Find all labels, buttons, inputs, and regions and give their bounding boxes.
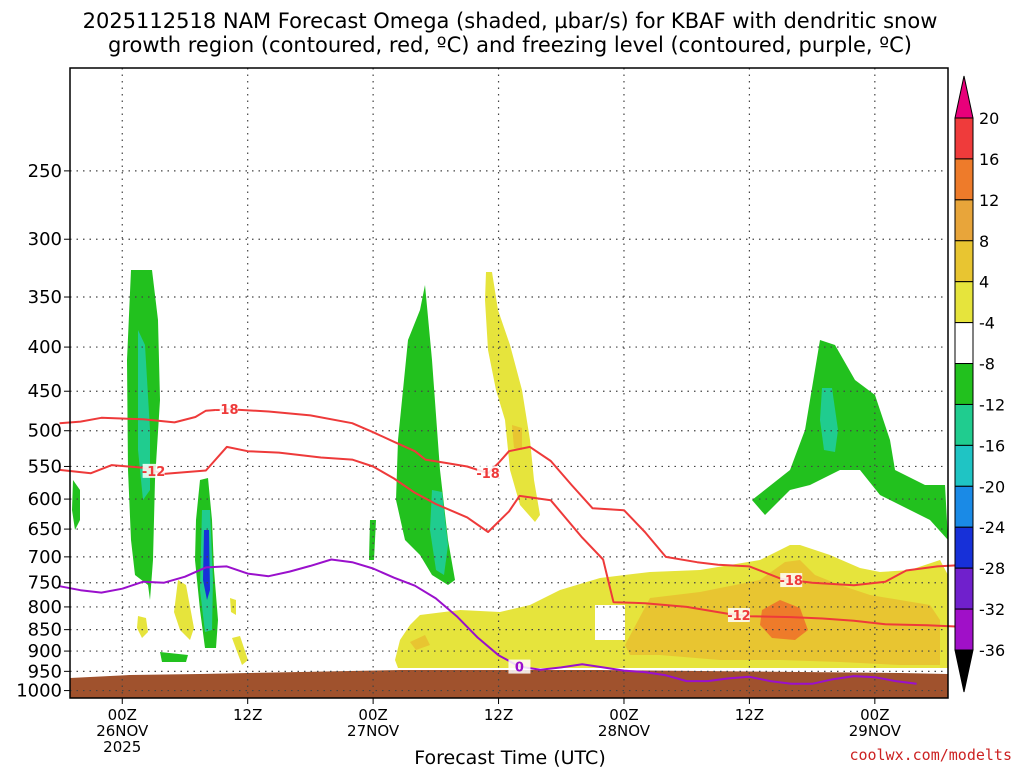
colorbar-label: -24 [979, 518, 1005, 537]
chart-title-line2: growth region (contoured, red, ºC) and f… [108, 33, 912, 57]
omega-region-green [752, 340, 948, 540]
contour-label: -12 [142, 465, 166, 480]
colorbar-label: -36 [979, 641, 1005, 660]
colorbar-segment [954, 158, 974, 201]
colorbar-segment [954, 199, 974, 242]
colorbar-segment [954, 117, 974, 160]
x-tick-label: 12Z [484, 706, 513, 724]
y-tick-label: 650 [28, 519, 62, 540]
contour-label: -18 [779, 574, 803, 589]
x-tick-label: 26NOV [96, 722, 149, 740]
colorbar-bottom-arrow [954, 649, 974, 693]
omega-region-teal [430, 490, 448, 575]
colorbar-segment [954, 363, 974, 405]
colorbar-label: -4 [979, 314, 995, 333]
omega-shading [70, 270, 948, 698]
contour-label: -18 [476, 467, 500, 482]
x-tick-label: 28NOV [598, 722, 651, 740]
colorbar-segment [954, 403, 974, 446]
y-tick-label: 850 [28, 620, 62, 641]
contour-label-bg [215, 402, 238, 417]
colorbar-segment [954, 240, 974, 283]
y-tick-label: 700 [28, 547, 62, 568]
x-tick-label: 00Z [860, 706, 889, 724]
y-tick-label: 750 [28, 573, 62, 594]
x-tick-label: 00Z [358, 706, 387, 724]
y-tick-label: 250 [28, 161, 62, 182]
x-axis-label: Forecast Time (UTC) [414, 747, 605, 768]
contour-label-bg [142, 463, 165, 478]
x-tick-label: 27NOV [347, 722, 400, 740]
contour-label-bg [780, 573, 803, 588]
omega-region-teal [138, 330, 150, 500]
chart-title-line1: 2025112518 NAM Forecast Omega (shaded, µ… [83, 9, 938, 33]
colorbar-segment [954, 444, 974, 487]
contour-label-bg [727, 608, 750, 623]
watermark: coolwx.com/modelts [849, 746, 1012, 764]
y-tick-label: 550 [28, 456, 62, 477]
y-tick-label: 350 [28, 287, 62, 308]
x-tick-label: 12Z [735, 706, 764, 724]
x-tick-label: 00Z [609, 706, 638, 724]
omega-region-green [369, 520, 376, 560]
ground-terrain [70, 670, 948, 698]
contour-line [59, 558, 917, 685]
omega-gap [595, 605, 625, 640]
omega-region-blue [203, 530, 210, 600]
omega-region-orange [410, 635, 430, 650]
colorbar-segment [954, 608, 974, 651]
x-tick-label: 2025 [103, 738, 141, 756]
colorbar: 20 16 12 8 4 -4 -8 -12 -16 -20 -24 -28 -32 -36 [954, 75, 1005, 693]
colorbar-label: -28 [979, 559, 1005, 578]
colorbar-label: -16 [979, 436, 1005, 455]
omega-region-green [160, 652, 188, 662]
colorbar-label: -20 [979, 477, 1005, 496]
colorbar-segment [954, 567, 974, 610]
omega-region-green [72, 480, 80, 530]
y-tick-label: 900 [28, 641, 62, 662]
contour-line [59, 445, 959, 628]
contour-label: 0 [515, 661, 524, 676]
x-tick-label: 12Z [233, 706, 262, 724]
colorbar-label: 20 [979, 109, 999, 128]
contour-label-bg [477, 466, 500, 481]
omega-region-teal [820, 388, 838, 452]
colorbar-segment [954, 485, 974, 528]
colorbar-label: -8 [979, 355, 995, 374]
y-axis-ticks: 2503003504004505005506006507007508008509… [16, 161, 70, 702]
colorbar-label: -12 [979, 395, 1005, 414]
colorbar-label: 16 [979, 150, 999, 169]
y-tick-label: 500 [28, 421, 62, 442]
x-tick-label: 29NOV [849, 722, 902, 740]
omega-region-yellow [174, 580, 194, 640]
y-tick-label: 950 [28, 661, 62, 682]
y-tick-label: 400 [28, 337, 62, 358]
colorbar-segment [954, 281, 974, 324]
colorbar-segment [954, 526, 974, 569]
y-tick-label: 600 [28, 489, 62, 510]
y-tick-label: 300 [28, 229, 62, 250]
grid-lines [70, 68, 948, 698]
colorbar-label: 8 [979, 232, 989, 251]
colorbar-label: 12 [979, 191, 999, 210]
colorbar-label: 4 [979, 273, 989, 292]
y-tick-label: 1000 [16, 681, 62, 702]
colorbar-top-arrow [954, 75, 974, 119]
contour-label: -12 [727, 609, 751, 624]
contour-label: -18 [215, 403, 239, 418]
plot-frame [69, 67, 949, 699]
x-tick-label: 00Z [108, 706, 137, 724]
y-tick-label: 450 [28, 381, 62, 402]
contour-label-bg [508, 659, 531, 674]
colorbar-label: -32 [979, 600, 1005, 619]
colorbar-segment [954, 322, 974, 365]
omega-region-yellow [137, 616, 148, 638]
y-tick-label: 800 [28, 597, 62, 618]
contour-lines: -18 -18 -18 -12 -12 0 [59, 402, 959, 685]
